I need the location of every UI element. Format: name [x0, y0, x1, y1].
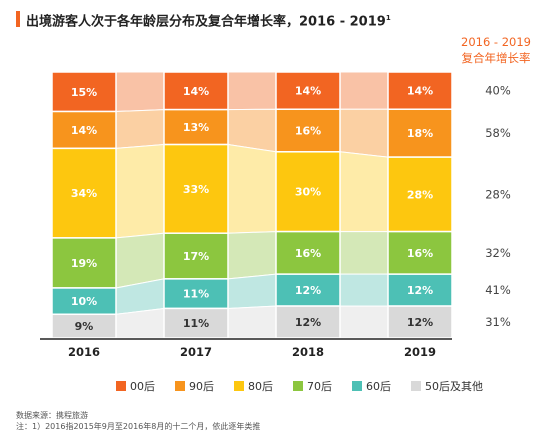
- data-label-2017-4: 11%: [183, 288, 209, 301]
- data-label-2019-1: 18%: [407, 127, 433, 140]
- bar-segment-2018-4: [275, 273, 341, 307]
- data-label-2016-1: 14%: [71, 124, 97, 137]
- bar-segment-2017-3: [163, 232, 229, 280]
- legend-item: 00后: [116, 378, 155, 394]
- chart-title: 出境游客人次于各年龄层分布及复合年增长率，2016 - 20191: [26, 14, 391, 30]
- legend-item: 70后: [293, 378, 332, 394]
- connector-band-3-1: [227, 231, 277, 280]
- bar-segment-2016-1: [51, 110, 117, 150]
- connector-band-1-2: [339, 108, 389, 158]
- connector-band-2-0: [115, 144, 165, 239]
- connector-band-3-2: [339, 231, 389, 275]
- x-tick-label-2019: 2019: [404, 345, 436, 359]
- connector-band-0-0: [115, 71, 165, 113]
- legend-label: 00后: [130, 380, 155, 393]
- bar-segment-2019-5: [387, 305, 453, 339]
- connector-band-0-2: [339, 71, 389, 110]
- data-label-2018-5: 12%: [295, 316, 321, 329]
- data-label-2016-3: 19%: [71, 257, 97, 270]
- cagr-value-5: 31%: [485, 315, 511, 329]
- connector-band-2-1: [227, 143, 277, 234]
- cagr-header: 2016 - 2019 复合年增长率: [446, 34, 546, 66]
- footnote: 数据来源：携程旅游 注：1）2016指2015年9月至2016年8月的十二个月，…: [16, 410, 260, 432]
- cagr-header-period: 2016 - 2019: [461, 35, 531, 49]
- bar-segment-2019-4: [387, 273, 453, 307]
- legend-label: 70后: [307, 380, 332, 393]
- data-label-2017-3: 17%: [183, 250, 209, 263]
- title-row: 出境游客人次于各年龄层分布及复合年增长率，2016 - 20191: [16, 8, 391, 32]
- legend-item: 90后: [175, 378, 214, 394]
- chart-legend: 00后 90后 80后 70后 60后 50后及其他: [116, 378, 503, 394]
- legend-item: 60后: [352, 378, 391, 394]
- bar-segment-2016-0: [51, 71, 117, 113]
- legend-swatch: [352, 381, 362, 391]
- cagr-value-4: 41%: [485, 283, 511, 297]
- cagr-value-3: 32%: [485, 246, 511, 260]
- connector-band-0-1: [227, 71, 277, 111]
- bar-segment-2017-5: [163, 307, 229, 339]
- bar-segment-2017-0: [163, 71, 229, 111]
- bar-segment-2018-3: [275, 230, 341, 275]
- data-label-2019-4: 12%: [407, 284, 433, 297]
- cagr-value-2: 28%: [485, 187, 511, 201]
- legend-label: 80后: [248, 380, 273, 393]
- bar-segment-2018-0: [275, 71, 341, 110]
- x-tick-label-2016: 2016: [68, 345, 100, 359]
- legend-label: 90后: [189, 380, 214, 393]
- connector-band-2-2: [339, 151, 389, 233]
- data-label-2018-2: 30%: [295, 186, 321, 199]
- bar-segment-2019-0: [387, 71, 453, 110]
- x-tick-label-2017: 2017: [180, 345, 212, 359]
- x-tick-label-2018: 2018: [292, 345, 324, 359]
- bar-segment-2016-4: [51, 287, 117, 316]
- footnote-source: 数据来源：携程旅游: [16, 411, 88, 420]
- data-label-2018-3: 16%: [295, 247, 321, 260]
- cagr-value-1: 58%: [485, 126, 511, 140]
- data-label-2019-5: 12%: [407, 316, 433, 329]
- bar-segment-2017-1: [163, 108, 229, 146]
- connector-band-5-1: [227, 305, 277, 339]
- footnote-note: 注：1）2016指2015年9月至2016年8月的十二个月，依此逐年类推: [16, 422, 261, 431]
- bar-segment-2018-2: [275, 151, 341, 233]
- legend-item: 50后及其他: [411, 378, 483, 394]
- data-label-2018-1: 16%: [295, 125, 321, 138]
- bar-segment-2016-5: [51, 313, 117, 339]
- data-label-2017-1: 13%: [183, 121, 209, 134]
- bar-segment-2016-3: [51, 237, 117, 289]
- bar-segment-2018-5: [275, 305, 341, 339]
- legend-item: 80后: [234, 378, 273, 394]
- bar-segment-2017-4: [163, 278, 229, 310]
- cagr-header-label: 复合年增长率: [461, 51, 531, 65]
- legend-swatch: [234, 381, 244, 391]
- data-label-2019-0: 14%: [407, 85, 433, 98]
- data-label-2017-5: 11%: [183, 317, 209, 330]
- bar-segment-2017-2: [163, 143, 229, 234]
- data-label-2017-0: 14%: [183, 85, 209, 98]
- connector-band-4-1: [227, 273, 277, 309]
- connector-band-1-0: [115, 109, 165, 149]
- data-label-2019-3: 16%: [407, 247, 433, 260]
- bar-segment-2019-2: [387, 156, 453, 233]
- connector-band-4-2: [339, 273, 389, 307]
- legend-swatch: [411, 381, 421, 391]
- legend-swatch: [175, 381, 185, 391]
- data-label-2016-2: 34%: [71, 187, 97, 200]
- data-label-2017-2: 33%: [183, 183, 209, 196]
- legend-swatch: [293, 381, 303, 391]
- legend-label: 50后及其他: [425, 380, 483, 393]
- data-label-2016-0: 15%: [71, 86, 97, 99]
- data-label-2016-5: 9%: [75, 320, 94, 333]
- title-accent-bar: [16, 11, 20, 27]
- data-label-2019-2: 28%: [407, 188, 433, 201]
- connector-band-5-2: [339, 305, 389, 339]
- cagr-value-0: 40%: [485, 84, 511, 98]
- data-label-2018-4: 12%: [295, 284, 321, 297]
- bar-segment-2016-2: [51, 147, 117, 239]
- legend-swatch: [116, 381, 126, 391]
- legend-label: 60后: [366, 380, 391, 393]
- data-label-2018-0: 14%: [295, 85, 321, 98]
- data-label-2016-4: 10%: [71, 295, 97, 308]
